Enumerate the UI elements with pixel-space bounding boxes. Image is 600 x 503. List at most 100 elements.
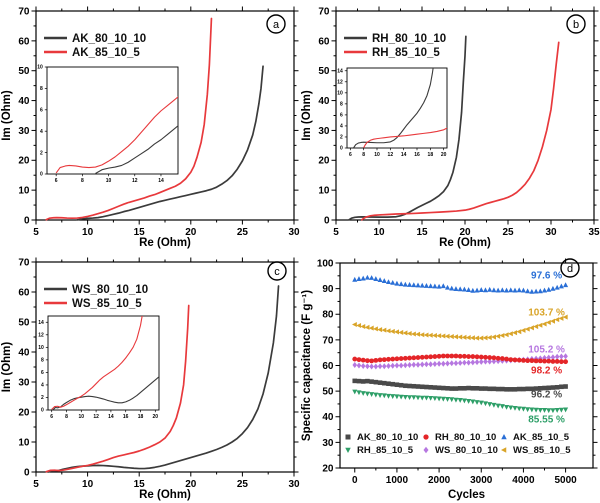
svg-text:70: 70	[18, 257, 30, 268]
svg-text:10: 10	[37, 65, 43, 71]
svg-text:35: 35	[588, 227, 600, 238]
svg-text:70: 70	[18, 6, 30, 17]
svg-text:60: 60	[322, 361, 334, 372]
svg-text:16: 16	[414, 152, 420, 158]
svg-text:20: 20	[153, 414, 159, 420]
inset-a: 6 8 10 12 14 0 2 4 6 8 10	[37, 65, 179, 184]
svg-text:50: 50	[18, 317, 30, 328]
svg-text:20: 20	[18, 156, 30, 167]
svg-text:0: 0	[324, 215, 330, 226]
panel-c-nyquist-WS: 5 10 15 20 25 30 0 10 20 30 40 50 60 70 Re (Ohm) Im (Oh…	[0, 251, 300, 503]
svg-text:80: 80	[322, 310, 334, 321]
svg-text:6: 6	[50, 414, 53, 420]
svg-text:90: 90	[322, 284, 334, 295]
svg-text:0: 0	[24, 215, 30, 226]
y-axis-title: Specific capacitance (F g⁻¹)	[301, 290, 313, 441]
retention-label-105.2: 105.2 %	[528, 344, 565, 355]
svg-text:30: 30	[322, 438, 334, 449]
panel-letter-a: a	[266, 14, 286, 34]
series-AK_80_10_10	[76, 65, 264, 221]
series-AK_85_10_5	[352, 274, 569, 294]
retention-label-96.2: 96.2 %	[531, 389, 562, 400]
svg-text:5: 5	[333, 227, 339, 238]
panel-d-cycling-stability: 0 1000 2000 3000 4000 5000 20 30 40 50 60 70 80 90 100…	[300, 251, 600, 503]
y-axis-title: Im (Ohm)	[301, 90, 313, 141]
svg-text:18: 18	[428, 152, 434, 158]
svg-text:20: 20	[185, 479, 197, 490]
svg-text:2: 2	[41, 395, 44, 401]
svg-text:10: 10	[38, 345, 44, 351]
svg-text:20: 20	[318, 156, 330, 167]
svg-text:10: 10	[373, 227, 385, 238]
svg-text:15: 15	[416, 227, 428, 238]
svg-text:8: 8	[40, 86, 43, 92]
inset-b: 6 8 10 12 14 16 18 20 0 2 4 6 8 10 12 14	[337, 67, 448, 158]
svg-text:20: 20	[322, 463, 334, 474]
svg-text:10: 10	[79, 414, 85, 420]
svg-text:6: 6	[340, 113, 343, 119]
inset-series-AK_80_10_10	[95, 125, 178, 174]
retention-label-98.2: 98.2 %	[531, 366, 562, 377]
legend-label-WS_80_10_10: WS_80_10_10	[72, 284, 148, 296]
svg-text:8: 8	[81, 178, 84, 184]
svg-text:6: 6	[41, 370, 44, 376]
svg-text:30: 30	[18, 126, 30, 137]
panel-a-nyquist-AK: 5 10 15 20 25 30 0 10 20 30 40 50 60 70 Re (Ohm) Im (Oh…	[0, 0, 300, 251]
svg-text:30: 30	[318, 126, 330, 137]
retention-label-103.7: 103.7 %	[528, 308, 565, 319]
legend-label-RH_85_10_5: RH_85_10_5	[357, 445, 414, 456]
series-AK_85_10_5	[45, 17, 213, 221]
svg-text:b: b	[573, 19, 579, 31]
svg-text:10: 10	[82, 479, 94, 490]
svg-text:20: 20	[18, 407, 30, 418]
svg-text:70: 70	[322, 335, 334, 346]
svg-text:6: 6	[349, 152, 352, 158]
legend-label-WS_85_10_5: WS_85_10_5	[513, 445, 571, 456]
svg-text:14: 14	[158, 178, 164, 184]
svg-text:40: 40	[18, 96, 30, 107]
legend-label-RH_80_10_10: RH_80_10_10	[435, 432, 496, 443]
svg-text:10: 10	[318, 186, 330, 197]
legend-c: WS_80_10_10 WS_85_10_5	[44, 284, 148, 310]
svg-text:8: 8	[340, 102, 343, 108]
svg-text:60: 60	[18, 36, 30, 47]
y-axis-title: Im (Ohm)	[1, 90, 13, 141]
panel-d-plot: 0 1000 2000 3000 4000 5000 20 30 40 50 60 70 80 90 100…	[301, 258, 598, 501]
svg-text:10: 10	[374, 152, 380, 158]
svg-text:30: 30	[288, 479, 300, 490]
svg-text:8: 8	[362, 152, 365, 158]
inset-series-RH_85_10_5	[363, 127, 447, 148]
svg-text:15: 15	[134, 479, 146, 490]
x-axis-title: Cycles	[448, 489, 485, 501]
svg-text:10: 10	[106, 178, 112, 184]
svg-text:0: 0	[340, 146, 343, 152]
svg-text:0: 0	[24, 467, 30, 478]
svg-text:0: 0	[41, 408, 44, 414]
svg-text:2: 2	[40, 150, 43, 156]
inset-series-AK_85_10_5	[55, 96, 178, 174]
svg-text:4: 4	[40, 129, 43, 135]
svg-text:8: 8	[65, 414, 68, 420]
svg-text:6: 6	[40, 108, 43, 114]
svg-text:a: a	[273, 19, 280, 31]
svg-text:50: 50	[322, 387, 334, 398]
svg-text:15: 15	[134, 227, 146, 238]
svg-text:30: 30	[288, 227, 300, 238]
svg-text:10: 10	[18, 437, 30, 448]
svg-text:25: 25	[502, 227, 514, 238]
x-axis-title: Re (Ohm)	[139, 489, 191, 501]
svg-text:10: 10	[82, 227, 94, 238]
svg-text:100: 100	[317, 258, 334, 269]
legend-label-WS_80_10_10: WS_80_10_10	[435, 445, 498, 456]
svg-text:12: 12	[337, 79, 343, 85]
svg-text:12: 12	[38, 333, 44, 339]
svg-text:14: 14	[108, 414, 114, 420]
svg-text:4000: 4000	[512, 475, 535, 486]
panel-letter-d: d	[560, 258, 580, 278]
svg-text:40: 40	[322, 412, 334, 423]
svg-text:2: 2	[340, 135, 343, 141]
svg-text:2000: 2000	[428, 475, 451, 486]
svg-text:20: 20	[185, 227, 197, 238]
